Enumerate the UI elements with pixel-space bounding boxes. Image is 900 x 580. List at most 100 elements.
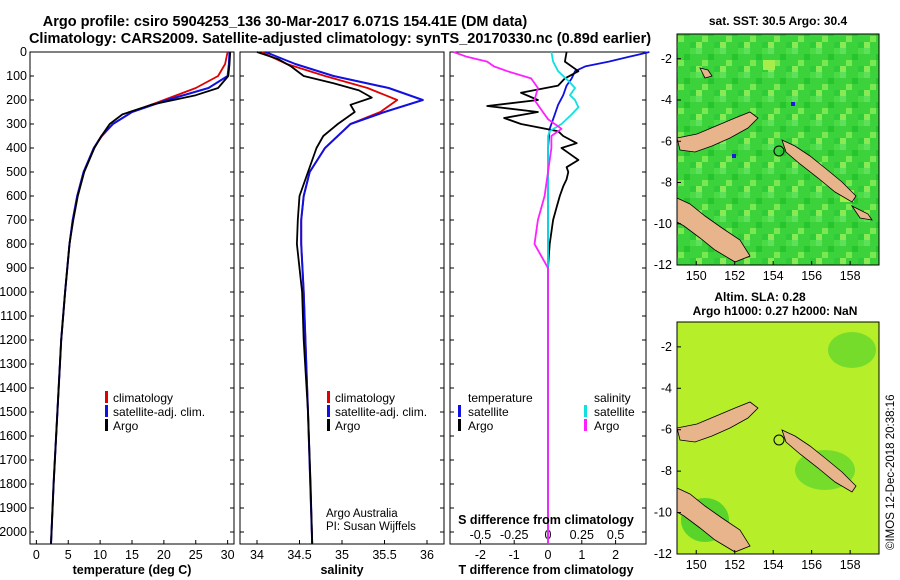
x-tick-label: 15 bbox=[125, 548, 139, 562]
island-new-guinea bbox=[676, 197, 751, 263]
map-lon-label: 156 bbox=[801, 269, 822, 283]
depth-tick-label: 1900 bbox=[0, 501, 27, 515]
depth-tick-label: 300 bbox=[6, 117, 27, 131]
series-line-temperature-argo bbox=[486, 51, 580, 544]
legend-header-salinity: salinity bbox=[594, 391, 631, 405]
series-line-argo bbox=[50, 51, 232, 545]
legend-label-climatology: climatology bbox=[335, 391, 395, 405]
difference-series bbox=[453, 51, 650, 544]
x-tick-label: 20 bbox=[157, 548, 171, 562]
t-difference-axis-label: T difference from climatology bbox=[458, 563, 633, 577]
x-tick-label: 35 bbox=[335, 548, 349, 562]
legend-swatch-argo bbox=[105, 419, 108, 431]
legend-label-argo: Argo bbox=[335, 419, 361, 433]
legend-swatch-t-satellite bbox=[458, 405, 461, 417]
depth-tick-label: 200 bbox=[6, 93, 27, 107]
map-lat-label: -2 bbox=[661, 52, 672, 66]
depth-tick-label: 1700 bbox=[0, 453, 27, 467]
depth-tick-label: 900 bbox=[6, 261, 27, 275]
salinity-axis-label: salinity bbox=[320, 563, 363, 577]
legend-swatch-s-argo bbox=[584, 419, 587, 431]
depth-tick-label: 600 bbox=[6, 189, 27, 203]
series-line-climatology bbox=[260, 51, 399, 545]
sla-map-title-line2: Argo h1000: 0.27 h2000: NaN bbox=[693, 304, 858, 318]
map-lat-label: -6 bbox=[661, 134, 672, 148]
map-lat-label: -4 bbox=[661, 93, 672, 107]
depth-tick-label: 2000 bbox=[0, 525, 27, 539]
legend-label-argo: Argo bbox=[113, 419, 139, 433]
sst-cool-cell bbox=[732, 154, 736, 158]
map-lat-label: -6 bbox=[661, 423, 672, 437]
temperature-series bbox=[50, 51, 232, 545]
legend-label-satellite: satellite-adj. clim. bbox=[335, 405, 427, 419]
x-tick-label: 25 bbox=[189, 548, 203, 562]
s-difference-x-axis: -0.5 -0.25 0 0.25 0.5 bbox=[470, 528, 625, 542]
series-line-climatology bbox=[50, 51, 229, 545]
map-lat-label: -2 bbox=[661, 340, 672, 354]
s-diff-tick-label: 0.5 bbox=[607, 528, 624, 542]
island-bougainville bbox=[781, 429, 857, 493]
legend-swatch-satellite bbox=[105, 405, 108, 417]
map-lon-label: 150 bbox=[686, 558, 707, 572]
sla-green-anomaly bbox=[828, 332, 876, 368]
x-tick-label: 0 bbox=[545, 548, 552, 562]
map-lon-label: 154 bbox=[763, 558, 784, 572]
map-lon-label: 152 bbox=[724, 269, 745, 283]
salinity-series bbox=[256, 51, 424, 545]
series-line-salinity-argo bbox=[453, 51, 563, 544]
sst-map-title: sat. SST: 30.5 Argo: 30.4 bbox=[709, 14, 848, 28]
legend-label-climatology: climatology bbox=[113, 391, 173, 405]
salinity-panel-frame bbox=[239, 51, 445, 545]
map-lat-label: -12 bbox=[654, 547, 672, 561]
depth-tick-label: 1800 bbox=[0, 477, 27, 491]
depth-tick-label: 1100 bbox=[0, 309, 27, 323]
depth-tick-label: 0 bbox=[20, 45, 27, 59]
difference-legend: temperature satellite Argo salinity sate… bbox=[458, 391, 635, 433]
island-new-ireland bbox=[699, 67, 713, 79]
map-lon-label: 158 bbox=[840, 558, 861, 572]
x-tick-label: 30 bbox=[221, 548, 235, 562]
salinity-x-axis: 34 34.5 35 35.5 36 bbox=[240, 51, 444, 562]
map-lat-label: -4 bbox=[661, 381, 672, 395]
map-lat-label: -10 bbox=[654, 506, 672, 520]
legend-label-s-argo: Argo bbox=[594, 419, 620, 433]
depth-tick-label: 100 bbox=[6, 69, 27, 83]
depth-tick-label: 1000 bbox=[0, 285, 27, 299]
x-tick-label: 0 bbox=[33, 548, 40, 562]
temperature-axis-label: temperature (deg C) bbox=[73, 563, 192, 577]
island-new-britain bbox=[676, 401, 759, 443]
sla-map-frame bbox=[676, 321, 880, 555]
s-diff-tick-label: 0.25 bbox=[570, 528, 594, 542]
x-tick-label: -2 bbox=[475, 548, 486, 562]
figure-title-line2: Climatology: CARS2009. Satellite-adjuste… bbox=[29, 31, 651, 47]
series-line-salinity-satellite bbox=[547, 51, 580, 544]
sst-map-frame bbox=[676, 33, 880, 266]
legend-swatch-climatology bbox=[105, 391, 108, 403]
x-tick-label: -1 bbox=[509, 548, 520, 562]
x-tick-label: 36 bbox=[420, 548, 434, 562]
map-lat-label: -8 bbox=[661, 464, 672, 478]
argo-location-marker bbox=[773, 145, 785, 157]
legend-swatch-climatology bbox=[327, 391, 330, 403]
map-lon-label: 156 bbox=[801, 558, 822, 572]
depth-axis: 0 100 200 300 400 500 600 700 800 900 1000 1100 1200… bbox=[0, 45, 34, 539]
temperature-panel-frame bbox=[29, 51, 235, 545]
s-difference-axis-label: S difference from climatology bbox=[458, 513, 634, 527]
legend-swatch-s-satellite bbox=[584, 405, 587, 417]
series-line-satellite-adj-clim- bbox=[50, 51, 231, 545]
depth-tick-label: 1300 bbox=[0, 357, 27, 371]
x-tick-label: 2 bbox=[612, 548, 619, 562]
map-lat-label: -8 bbox=[661, 176, 672, 190]
s-diff-tick-label: -0.25 bbox=[500, 528, 529, 542]
sst-cool-cell bbox=[791, 102, 795, 106]
sla-map-title-line1: Altim. SLA: 0.28 bbox=[714, 290, 806, 304]
legend-swatch-t-argo bbox=[458, 419, 461, 431]
x-tick-label: 34.5 bbox=[287, 548, 311, 562]
temperature-x-axis: 0 5 10 15 20 25 30 bbox=[33, 51, 235, 562]
depth-tick-label: 700 bbox=[6, 213, 27, 227]
sst-map-axes: 150 152 154 156 158 -2 -4 -6 -8 -10 -12 bbox=[654, 52, 861, 283]
x-tick-label: 10 bbox=[93, 548, 107, 562]
map-lon-label: 154 bbox=[763, 269, 784, 283]
series-line-temperature-satellite bbox=[547, 51, 650, 544]
